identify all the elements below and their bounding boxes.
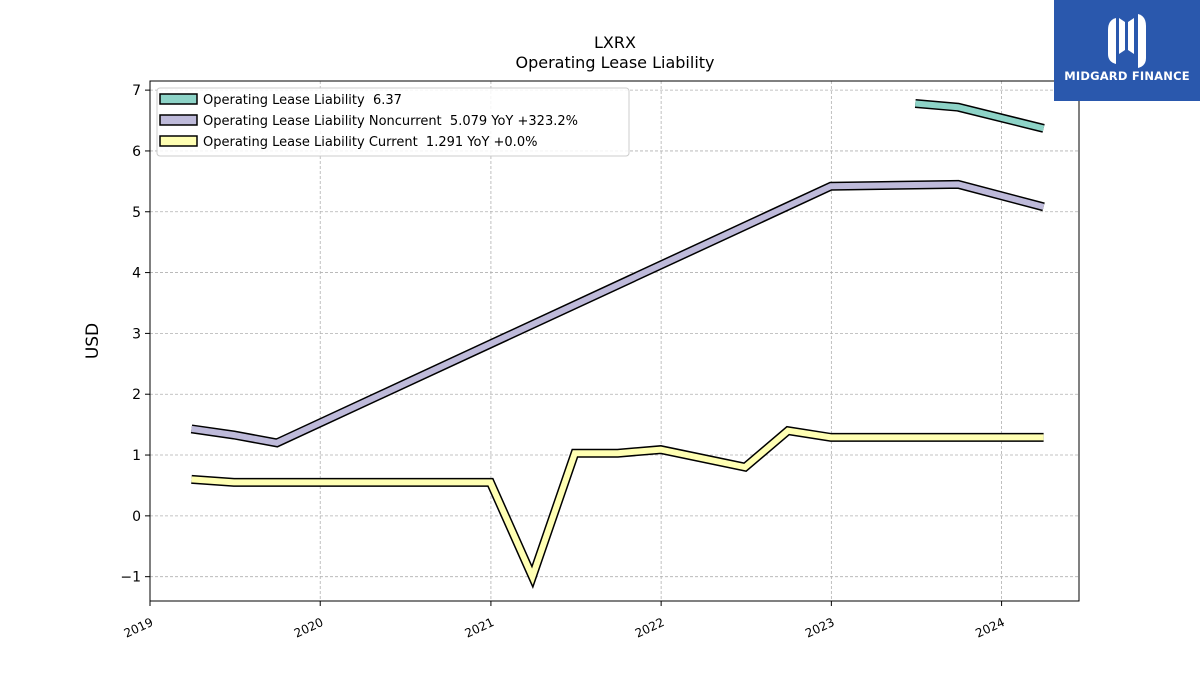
y-tick-label: 7 xyxy=(132,83,141,99)
legend-label-1: Operating Lease Liability Noncurrent 5.0… xyxy=(203,114,578,129)
midgard-finance-logo: MIDGARD FINANCE xyxy=(1054,0,1200,101)
plot-frame xyxy=(149,80,1080,602)
x-tick-label: 2021 xyxy=(463,615,497,641)
series-line-2 xyxy=(191,427,1044,585)
y-tick-label: 5 xyxy=(132,205,141,221)
legend-label-0: Operating Lease Liability 6.37 xyxy=(203,93,402,108)
x-tick-label: 2019 xyxy=(122,615,156,641)
logo-text: MIDGARD FINANCE xyxy=(1064,69,1190,83)
y-tick-label: 4 xyxy=(132,266,141,282)
chart-subtitle: Operating Lease Liability xyxy=(515,53,715,72)
series-outline-1 xyxy=(190,179,1045,448)
x-tick-label: 2020 xyxy=(292,615,326,641)
chart-title: LXRX xyxy=(594,33,636,52)
legend-label-2: Operating Lease Liability Current 1.291 … xyxy=(203,135,537,150)
x-tick-label: 2023 xyxy=(803,615,837,641)
legend-swatch-1 xyxy=(159,114,198,126)
y-tick-label: 3 xyxy=(132,326,141,342)
y-tick-label: 0 xyxy=(132,509,141,525)
logo-mark-icon xyxy=(1108,14,1146,68)
legend-box xyxy=(156,87,630,157)
y-tick-label: 1 xyxy=(132,448,141,464)
series-line-1 xyxy=(191,181,1045,447)
x-tick-label: 2022 xyxy=(633,615,667,641)
x-tick-label: 2024 xyxy=(973,615,1007,641)
legend-swatch-2 xyxy=(159,135,198,147)
y-axis-label: USD xyxy=(83,323,103,359)
y-tick-label: 6 xyxy=(132,144,141,160)
y-tick-label: −1 xyxy=(120,570,141,586)
legend-swatch-0 xyxy=(159,93,198,105)
series-line-0 xyxy=(915,100,1045,132)
y-tick-label: 2 xyxy=(132,387,141,403)
